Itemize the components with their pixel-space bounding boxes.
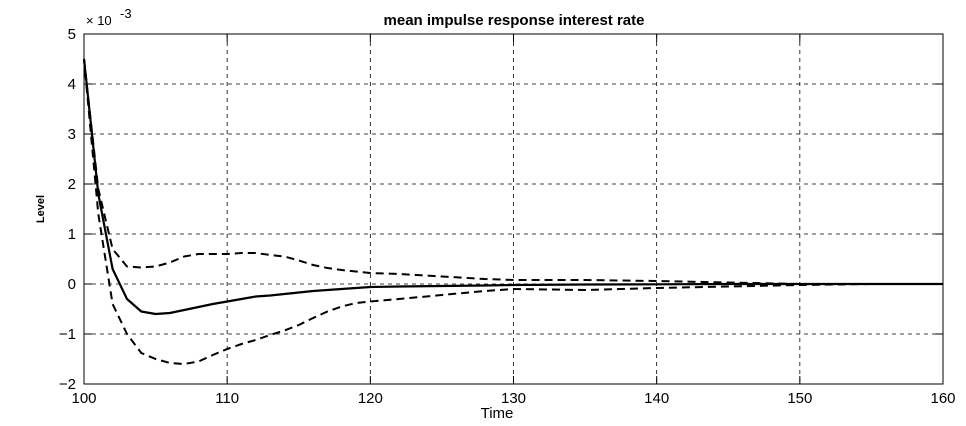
- x-tick-label: 160: [930, 390, 955, 407]
- y-tick-label: 5: [68, 26, 76, 43]
- chart-title: mean impulse response interest rate: [384, 12, 645, 29]
- y-exponent-base: × 10: [86, 13, 112, 28]
- y-tick-label: 2: [68, 176, 76, 193]
- y-axis-label: Level: [35, 195, 47, 223]
- series-line-dashed-2: [83, 58, 943, 365]
- x-tick-label: 100: [71, 390, 96, 407]
- y-tick-label: 4: [68, 76, 76, 93]
- tick-marks: [83, 33, 944, 385]
- x-tick-label: 120: [358, 390, 383, 407]
- series-layer: [82, 58, 943, 365]
- x-tick-labels: 100 110 120 130 140 150 160: [71, 390, 955, 407]
- y-tick-label: 1: [68, 226, 76, 243]
- x-tick-label: 140: [644, 390, 669, 407]
- y-tick-label: −2: [59, 376, 76, 393]
- x-tick-label: 130: [501, 390, 526, 407]
- y-tick-label: 0: [68, 276, 76, 293]
- x-tick-label: 110: [215, 390, 239, 407]
- y-tick-labels: −2 −1 0 1 2 3 4 5: [59, 26, 76, 393]
- series-line-mean: [82, 58, 943, 316]
- y-tick-label: −1: [59, 326, 76, 343]
- x-tick-label: 150: [787, 390, 812, 407]
- x-axis-label: Time: [481, 405, 514, 421]
- series-line-dashed-1: [83, 58, 943, 285]
- y-tick-label: 3: [68, 126, 76, 143]
- y-exponent-power: -3: [120, 6, 132, 21]
